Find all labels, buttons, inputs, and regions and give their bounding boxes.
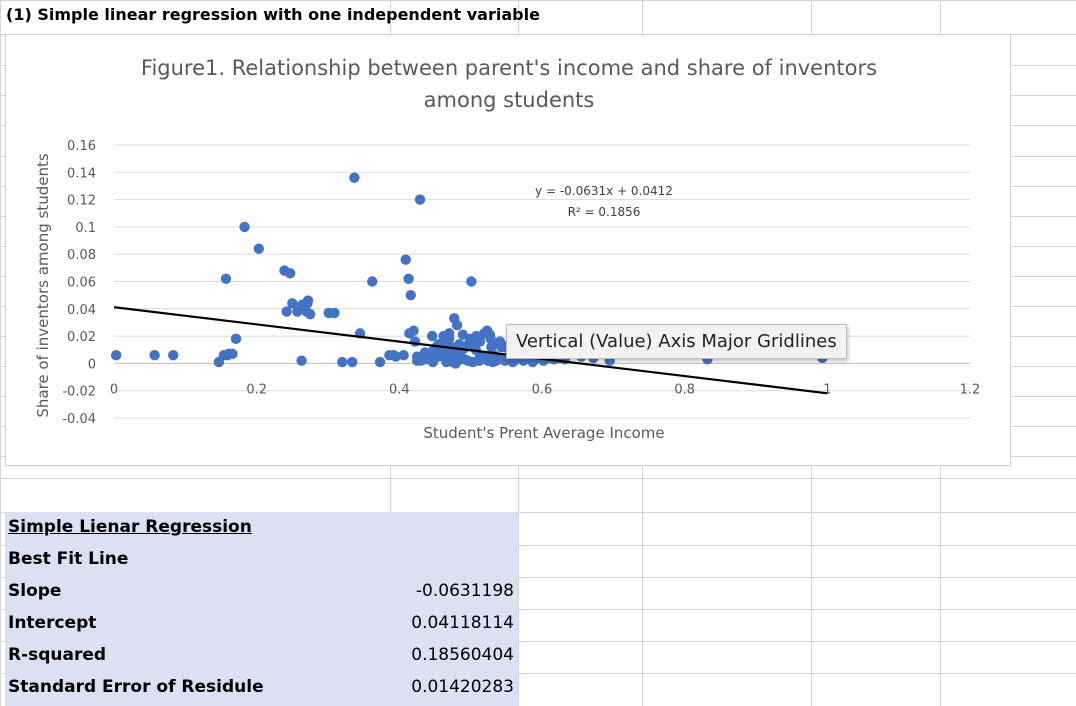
data-point[interactable] bbox=[239, 221, 250, 233]
data-point[interactable] bbox=[281, 306, 292, 317]
data-point[interactable] bbox=[441, 356, 452, 368]
data-point[interactable] bbox=[414, 194, 426, 205]
data-point[interactable] bbox=[220, 273, 232, 284]
stats-value: 0.18560404 bbox=[411, 645, 514, 665]
stats-label: Best Fit Line bbox=[8, 549, 129, 569]
data-point[interactable] bbox=[427, 356, 439, 368]
stats-header-row[interactable]: Simple Lienar Regression bbox=[5, 512, 518, 544]
trendline[interactable] bbox=[113, 306, 828, 395]
data-point[interactable] bbox=[474, 332, 485, 343]
stats-label: Slope bbox=[8, 581, 62, 601]
y-tick-label: 0.16 bbox=[67, 139, 96, 154]
stats-header-label: Simple Lienar Regression bbox=[8, 517, 252, 537]
y-tick-label: 0.02 bbox=[67, 330, 96, 345]
data-point[interactable] bbox=[227, 348, 238, 360]
data-point[interactable] bbox=[347, 356, 358, 368]
data-point[interactable] bbox=[349, 172, 360, 183]
data-point[interactable] bbox=[149, 350, 160, 361]
stats-row[interactable]: Standard Error of Residule 0.01420283 bbox=[5, 672, 518, 704]
data-point[interactable] bbox=[284, 268, 296, 279]
y-tick-label: 0 bbox=[88, 357, 96, 372]
y-tick-label: -0.04 bbox=[62, 412, 96, 427]
data-point[interactable] bbox=[367, 276, 378, 287]
data-point[interactable] bbox=[451, 319, 463, 331]
data-point[interactable] bbox=[390, 351, 401, 362]
stats-value: 0.04118114 bbox=[411, 613, 514, 633]
data-point[interactable] bbox=[408, 325, 419, 336]
y-axis-label: Share of inventors among students bbox=[34, 153, 52, 417]
regression-stats-table: Simple Lienar Regression Best Fit Line Sl… bbox=[5, 512, 518, 706]
gridlines-tooltip: Vertical (Value) Axis Major Gridlines bbox=[506, 324, 847, 359]
data-point[interactable] bbox=[287, 298, 298, 309]
data-point[interactable] bbox=[409, 336, 421, 347]
data-point[interactable] bbox=[450, 358, 461, 369]
x-tick-label: 1.2 bbox=[960, 382, 981, 397]
chart-title-line-1: Figure1. Relationship between parent's i… bbox=[141, 56, 877, 80]
x-axis-label: Student's Prent Average Income bbox=[423, 424, 664, 442]
x-tick-label: 0.8 bbox=[674, 382, 695, 397]
data-point[interactable] bbox=[110, 350, 122, 361]
data-point[interactable] bbox=[415, 355, 426, 366]
chart-title-line-2: among students bbox=[424, 88, 595, 112]
scatter-chart[interactable]: Figure1. Relationship between parent's i… bbox=[6, 35, 1012, 467]
sheet-title-cell[interactable]: (1) Simple linear regression with one in… bbox=[6, 5, 540, 24]
stats-row[interactable]: R-squared 0.18560404 bbox=[5, 640, 518, 672]
stats-row[interactable]: Slope -0.0631198 bbox=[5, 576, 518, 608]
trendline-equation[interactable]: y = -0.0631x + 0.0412 bbox=[535, 184, 673, 198]
y-tick-label: -0.02 bbox=[62, 385, 96, 400]
data-point[interactable] bbox=[466, 276, 477, 287]
data-point[interactable] bbox=[253, 243, 265, 254]
stats-row[interactable]: Intercept 0.04118114 bbox=[5, 608, 518, 640]
x-tick-label: 1 bbox=[823, 382, 831, 397]
data-point[interactable] bbox=[507, 356, 518, 368]
data-point[interactable] bbox=[486, 341, 497, 353]
data-point[interactable] bbox=[301, 306, 312, 317]
data-point[interactable] bbox=[494, 336, 506, 347]
data-point[interactable] bbox=[230, 333, 242, 345]
y-tick-label: 0.12 bbox=[67, 194, 96, 209]
data-point[interactable] bbox=[329, 307, 340, 319]
stats-row[interactable]: Best Fit Line bbox=[5, 544, 518, 576]
data-point[interactable] bbox=[487, 356, 498, 368]
y-tick-label: 0.14 bbox=[67, 166, 96, 181]
data-point[interactable] bbox=[337, 356, 348, 368]
x-tick-label: 0.6 bbox=[532, 382, 553, 397]
data-point[interactable] bbox=[426, 330, 438, 342]
stats-value: -0.0631198 bbox=[415, 581, 514, 601]
data-point[interactable] bbox=[398, 350, 409, 361]
data-point[interactable] bbox=[467, 356, 479, 368]
stats-label: R-squared bbox=[8, 645, 107, 665]
data-point[interactable] bbox=[459, 354, 470, 365]
x-tick-label: 0 bbox=[110, 382, 118, 397]
y-tick-label: 0.04 bbox=[67, 303, 96, 318]
y-tick-label: 0.06 bbox=[67, 276, 96, 291]
chart-area[interactable]: Figure1. Relationship between parent's i… bbox=[5, 34, 1011, 466]
data-point[interactable] bbox=[484, 329, 496, 340]
data-point[interactable] bbox=[527, 356, 538, 368]
x-tick-label: 0.4 bbox=[389, 382, 410, 397]
data-point[interactable] bbox=[403, 273, 414, 284]
data-point[interactable] bbox=[400, 254, 411, 265]
y-tick-label: 0.08 bbox=[67, 248, 96, 263]
data-point[interactable] bbox=[296, 355, 307, 366]
data-point[interactable] bbox=[444, 328, 455, 339]
stats-label: Intercept bbox=[8, 613, 97, 633]
data-point[interactable] bbox=[464, 333, 476, 345]
data-point[interactable] bbox=[168, 350, 179, 361]
data-point[interactable] bbox=[405, 289, 416, 301]
stats-value: 0.01420283 bbox=[411, 677, 514, 697]
data-point[interactable] bbox=[454, 339, 465, 350]
stats-label: Standard Error of Residule bbox=[8, 677, 264, 697]
y-tick-label: 0.1 bbox=[75, 221, 96, 236]
x-tick-label: 0.2 bbox=[246, 382, 267, 397]
trendline-r2[interactable]: R² = 0.1856 bbox=[568, 205, 641, 219]
data-point[interactable] bbox=[374, 356, 386, 368]
